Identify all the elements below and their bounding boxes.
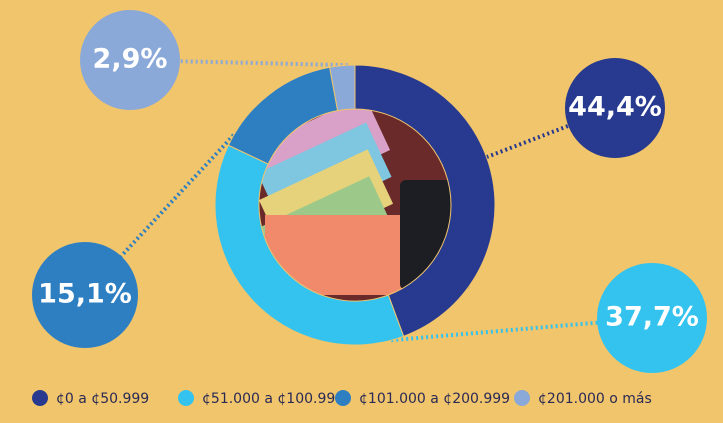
legend-label: ¢101.000 a ¢200.999 — [359, 391, 510, 407]
legend: ¢0 a ¢50.999 ¢51.000 a ¢100.999 ¢101.000 a… — [32, 390, 652, 407]
label-bubble — [597, 263, 707, 373]
value-label: 44,4% — [568, 92, 662, 123]
legend-label: ¢51.000 a ¢100.999 — [202, 391, 344, 407]
value-label: 2,9% — [93, 44, 168, 75]
legend-label: ¢201.000 o más — [538, 391, 652, 407]
donut-slice — [214, 144, 405, 346]
leader-line — [391, 316, 653, 343]
value-label: 15,1% — [38, 279, 132, 310]
legend-swatch — [178, 390, 194, 406]
legend-swatch — [335, 390, 351, 406]
label-bubble — [32, 242, 138, 348]
legend-label: ¢0 a ¢50.999 — [56, 391, 149, 407]
legend-swatch — [514, 390, 530, 406]
leader-line — [83, 133, 236, 297]
label-bubble — [80, 10, 180, 110]
label-bubble — [565, 58, 665, 158]
donut-slice — [354, 64, 496, 337]
bubbles: 44,4% 37,7% 15,1% 2,9% — [32, 10, 707, 373]
donut-slice — [329, 64, 356, 112]
donut — [214, 64, 496, 346]
legend-swatch — [32, 390, 48, 406]
value-label: 37,7% — [605, 302, 699, 333]
